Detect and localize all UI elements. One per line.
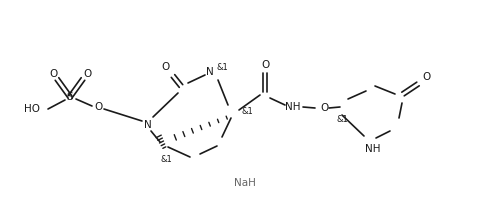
Text: S: S — [67, 92, 73, 102]
Text: O: O — [320, 103, 328, 113]
Text: N: N — [144, 120, 152, 130]
Text: O: O — [261, 60, 269, 70]
Text: O: O — [161, 62, 169, 72]
Text: &1: &1 — [241, 108, 253, 116]
Text: NaH: NaH — [234, 178, 256, 188]
Text: NH: NH — [365, 144, 381, 154]
Text: &1: &1 — [160, 156, 172, 165]
Text: NH: NH — [285, 102, 301, 112]
Text: O: O — [94, 102, 102, 112]
Text: &1: &1 — [216, 62, 228, 71]
Text: HO: HO — [24, 104, 40, 114]
Text: O: O — [83, 69, 91, 79]
Text: O: O — [49, 69, 57, 79]
Text: N: N — [206, 67, 214, 77]
Text: &1: &1 — [336, 116, 348, 124]
Text: O: O — [422, 72, 430, 82]
